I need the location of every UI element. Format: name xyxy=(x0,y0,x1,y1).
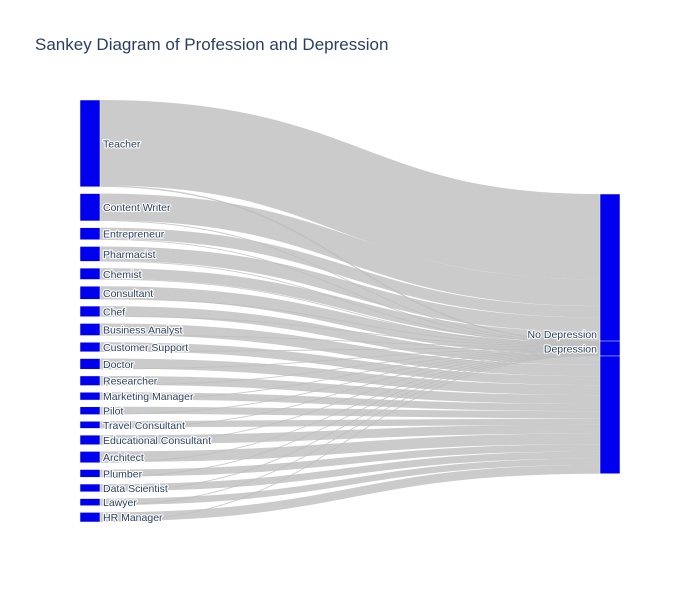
link-lawyer-no-depression xyxy=(99,458,601,505)
link-consultant-depression xyxy=(99,298,601,347)
node-label-plumber: Plumber xyxy=(103,468,143,480)
node-label-business-analyst: Business Analyst xyxy=(103,324,182,336)
node-label-educational-consultant: Educational Consultant xyxy=(103,435,211,447)
node-teacher xyxy=(79,99,101,188)
link-lawyer-depression xyxy=(99,354,601,506)
link-pilot-no-depression xyxy=(99,406,601,419)
link-plumber-no-depression xyxy=(99,444,601,477)
link-plumber-depression xyxy=(99,353,601,478)
node-label-consultant: Consultant xyxy=(103,288,153,300)
node-label-no-depression: No Depression xyxy=(528,329,598,341)
link-educational-consultant-depression xyxy=(99,351,601,445)
link-travel-consultant-depression xyxy=(99,350,601,429)
node-data-scientist xyxy=(79,483,101,493)
link-architect-depression xyxy=(99,352,601,463)
node-researcher xyxy=(79,375,101,386)
node-label-customer-support: Customer Support xyxy=(103,342,188,354)
node-marketing-manager xyxy=(79,391,101,401)
node-label-depression: Depression xyxy=(544,343,597,355)
link-pharmacist-no-depression xyxy=(99,246,601,332)
link-chef-depression xyxy=(99,315,601,347)
link-doctor-no-depression xyxy=(99,358,601,396)
node-label-doctor: Doctor xyxy=(103,359,134,371)
node-no-depression xyxy=(599,193,621,475)
chart-title: Sankey Diagram of Profession and Depress… xyxy=(35,35,388,54)
link-customer-support-no-depression xyxy=(99,342,601,386)
links-layer xyxy=(99,99,601,523)
node-travel-consultant xyxy=(79,421,101,429)
nodes-layer xyxy=(79,99,621,523)
node-label-travel-consultant: Travel Consultant xyxy=(103,420,185,432)
link-pilot-depression xyxy=(99,350,601,415)
node-architect xyxy=(79,451,101,464)
labels-layer: Teacher Content Writer Entrepreneur Pharmac… xyxy=(102,137,598,525)
link-content-writer-no-depression xyxy=(99,193,601,307)
node-educational-consultant xyxy=(79,434,101,445)
node-chef xyxy=(79,305,101,317)
node-label-entrepreneur: Entrepreneur xyxy=(103,229,165,241)
node-label-hr-manager: HR Manager xyxy=(103,512,163,524)
link-marketing-manager-no-depression xyxy=(99,392,601,412)
node-hr-manager xyxy=(79,512,101,523)
node-label-lawyer: Lawyer xyxy=(103,497,137,509)
node-customer-support xyxy=(79,341,101,353)
node-business-analyst xyxy=(79,323,101,336)
node-label-marketing-manager: Marketing Manager xyxy=(103,391,194,403)
link-data-scientist-no-depression xyxy=(99,451,601,492)
link-educational-consultant-no-depression xyxy=(99,424,601,445)
link-hr-manager-depression xyxy=(99,355,601,523)
node-label-teacher: Teacher xyxy=(103,138,141,150)
node-label-chemist: Chemist xyxy=(103,269,142,281)
node-consultant xyxy=(79,285,101,300)
node-depression xyxy=(599,340,621,357)
node-lawyer xyxy=(79,498,101,506)
link-entrepreneur-no-depression xyxy=(99,227,601,318)
node-doctor xyxy=(79,358,101,370)
node-pilot xyxy=(79,406,101,415)
link-data-scientist-depression xyxy=(99,353,601,492)
link-researcher-depression xyxy=(99,348,601,386)
node-label-data-scientist: Data Scientist xyxy=(103,483,168,495)
link-business-analyst-depression xyxy=(99,334,601,348)
node-label-content-writer: Content Writer xyxy=(103,202,171,214)
node-content-writer xyxy=(79,193,101,222)
link-chemist-no-depression xyxy=(99,268,601,343)
node-pharmacist xyxy=(79,246,101,262)
node-label-architect: Architect xyxy=(103,452,144,464)
link-customer-support-depression xyxy=(99,347,601,352)
link-doctor-depression xyxy=(99,348,601,370)
link-hr-manager-no-depression xyxy=(99,464,601,522)
node-label-researcher: Researcher xyxy=(103,376,158,388)
node-plumber xyxy=(79,469,101,478)
link-marketing-manager-depression xyxy=(99,349,601,401)
node-label-chef: Chef xyxy=(103,306,125,318)
node-label-pilot: Pilot xyxy=(103,406,124,418)
node-chemist xyxy=(79,267,101,280)
link-architect-no-depression xyxy=(99,433,601,463)
node-entrepreneur xyxy=(79,227,101,241)
link-teacher-no-depression xyxy=(99,99,601,280)
node-label-pharmacist: Pharmacist xyxy=(103,249,156,261)
link-consultant-no-depression xyxy=(99,286,601,355)
